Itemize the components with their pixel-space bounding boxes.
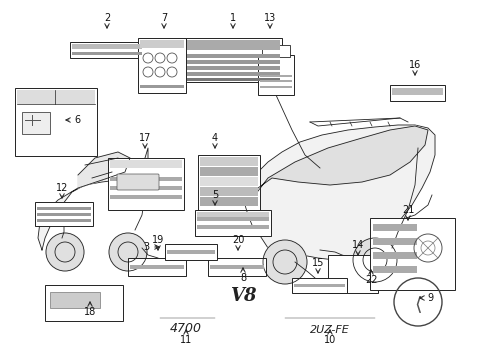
Text: 1: 1 [229,13,236,23]
Bar [260,85,291,87]
Text: V8: V8 [229,287,256,305]
Bar [207,258,265,276]
Bar [209,265,264,269]
Bar [197,217,268,221]
Bar [17,90,95,104]
Polygon shape [244,125,434,260]
Bar [369,218,454,290]
Polygon shape [78,152,130,188]
Bar [200,167,258,176]
Bar [200,187,258,196]
Text: 20: 20 [231,235,244,245]
Bar [260,80,291,82]
Bar [110,177,182,181]
Text: 13: 13 [264,13,276,23]
Circle shape [352,238,396,282]
Bar [186,54,280,58]
Text: 2: 2 [103,13,110,23]
Bar [260,75,291,77]
Bar [70,42,143,58]
Bar [262,45,289,57]
Bar [197,225,268,229]
Bar [15,88,97,156]
Bar [140,40,183,48]
Bar [198,155,260,210]
Bar [37,212,91,216]
Text: 16: 16 [408,60,420,70]
Text: 18: 18 [84,307,96,317]
Bar [138,38,185,93]
Bar [50,292,100,308]
Text: 19: 19 [152,235,164,245]
Text: 22: 22 [364,275,376,285]
Bar [372,266,416,273]
Text: 4: 4 [211,133,218,143]
Circle shape [109,233,147,271]
Bar [291,278,346,293]
Bar [164,244,217,260]
Bar [258,55,293,95]
Bar [200,157,258,166]
Text: 5: 5 [211,190,218,200]
Circle shape [263,240,306,284]
Bar [372,252,416,259]
Bar [167,250,215,254]
Text: 17: 17 [139,133,151,143]
Polygon shape [38,148,148,250]
Bar [110,186,182,190]
Bar [197,212,268,217]
Bar [108,158,183,210]
Text: 8: 8 [240,273,245,283]
Text: 4700: 4700 [170,321,202,334]
Bar [389,85,444,101]
Bar [110,195,182,199]
Bar [186,66,280,70]
Bar [186,60,280,64]
Text: 2UZ-FE: 2UZ-FE [309,325,349,335]
Bar [327,255,377,293]
Bar [200,177,258,186]
Text: 11: 11 [180,335,192,345]
Bar [140,85,183,88]
Bar [35,202,93,226]
Bar [37,207,91,210]
Bar [391,88,442,95]
Bar [37,219,91,221]
Bar [45,285,123,321]
Text: 12: 12 [56,183,68,193]
Text: 9: 9 [426,293,432,303]
Bar [72,44,142,49]
Bar [186,40,280,50]
Text: 6: 6 [74,115,80,125]
Text: 21: 21 [401,205,413,215]
Circle shape [46,233,84,271]
Text: 3: 3 [142,242,149,252]
Bar [186,78,280,81]
Text: 14: 14 [351,240,364,250]
Bar [130,265,183,269]
Bar [186,72,280,76]
Text: 15: 15 [311,258,324,268]
Bar [72,52,142,55]
Bar [128,258,185,276]
Bar [200,197,258,206]
Bar [195,210,270,236]
Text: 7: 7 [161,13,167,23]
Bar [184,38,282,82]
FancyBboxPatch shape [117,174,159,190]
Bar [110,160,182,168]
Bar [293,284,345,287]
Bar [372,224,416,231]
Bar [372,238,416,245]
Text: 10: 10 [323,335,335,345]
Bar [22,112,50,134]
Text: ⟨: ⟨ [413,294,421,314]
Polygon shape [254,126,427,195]
